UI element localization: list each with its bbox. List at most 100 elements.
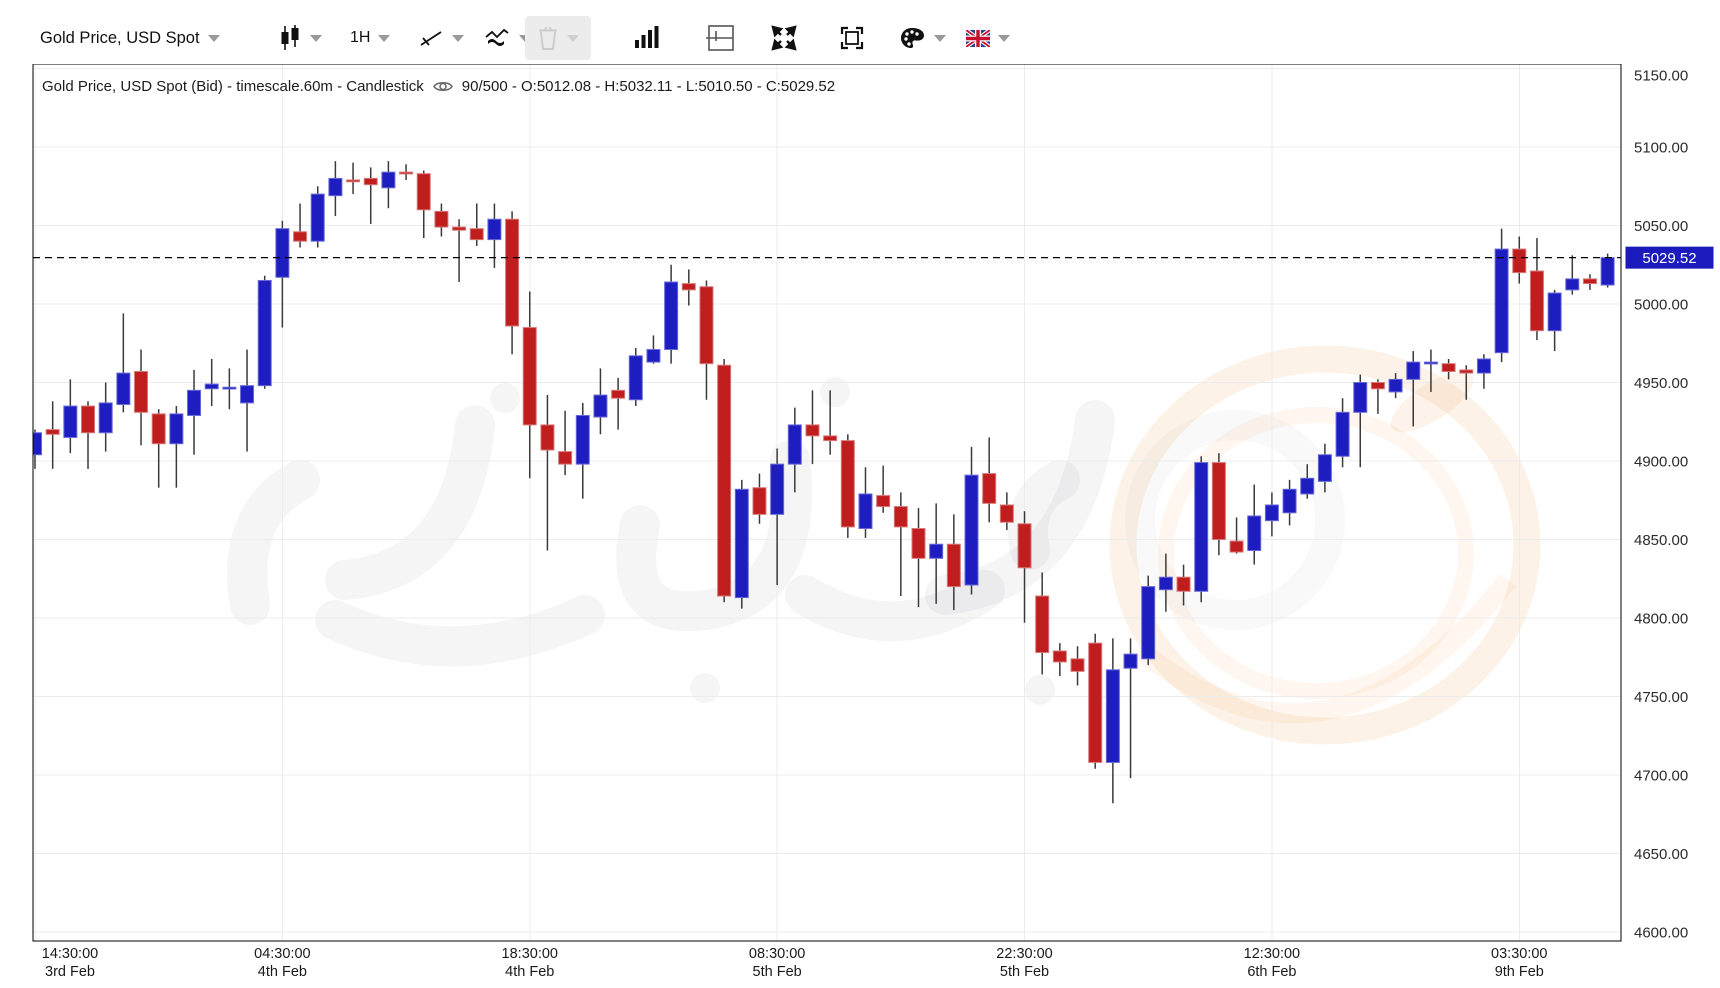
candle-up xyxy=(1494,248,1509,354)
legend-series-title: Gold Price, USD Spot (Bid) - timescale.6… xyxy=(42,77,424,95)
trash-icon xyxy=(539,26,557,50)
price-axis-label: 4600.00 xyxy=(1634,925,1688,942)
candle-up xyxy=(328,177,343,197)
candle-down xyxy=(1529,270,1544,332)
candle-down xyxy=(469,228,484,241)
legend: Gold Price, USD Spot (Bid) - timescale.6… xyxy=(42,76,835,96)
candle-down xyxy=(416,173,431,211)
price-axis-label: 4950.00 xyxy=(1634,375,1688,392)
candle-up xyxy=(257,279,272,387)
candle-down xyxy=(1229,540,1244,553)
indicators-button[interactable] xyxy=(483,12,531,64)
language-button[interactable] xyxy=(966,12,1010,64)
chevron-down-icon xyxy=(934,34,946,42)
chart-type-button[interactable] xyxy=(278,12,322,64)
chevron-down-icon xyxy=(207,34,220,42)
grid-settings-button[interactable] xyxy=(704,12,736,64)
candle-up xyxy=(1317,454,1332,482)
timeframe-label: 1H xyxy=(350,29,371,46)
theme-palette-button[interactable] xyxy=(900,12,946,64)
plot-border xyxy=(32,63,1622,942)
candle-up xyxy=(487,218,502,241)
candles xyxy=(33,161,1615,804)
candle-down xyxy=(1176,576,1191,592)
candle-down xyxy=(699,286,714,365)
time-axis-label: 18:30:00 4th Feb xyxy=(502,946,558,980)
candle-down xyxy=(946,543,961,588)
candle-up xyxy=(1123,653,1138,669)
candle-up xyxy=(1565,278,1580,291)
time-axis-label: 22:30:00 5th Feb xyxy=(996,946,1052,980)
chevron-down-icon xyxy=(310,34,322,42)
candle-down xyxy=(893,506,908,528)
delete-drawings-button[interactable] xyxy=(525,16,591,60)
candle-down xyxy=(1512,248,1527,274)
visibility-eye-icon[interactable] xyxy=(432,79,454,94)
time-axis-label: 08:30:00 5th Feb xyxy=(749,946,805,980)
candle-down xyxy=(293,231,308,242)
candle-down xyxy=(611,389,626,399)
candle-down xyxy=(134,371,149,413)
grid-settings-icon xyxy=(706,25,734,51)
candle-down xyxy=(999,504,1014,523)
candle-up xyxy=(169,413,184,445)
symbol-selector[interactable]: Gold Price, USD Spot xyxy=(40,12,220,64)
candle-down xyxy=(911,528,926,559)
candle-up xyxy=(1141,586,1156,660)
price-axis-label: 4700.00 xyxy=(1634,768,1688,785)
candle-up xyxy=(1600,257,1615,286)
watermark xyxy=(227,345,1541,745)
candle-up xyxy=(1300,477,1315,495)
candle-down xyxy=(805,424,820,437)
candle-down xyxy=(434,210,449,228)
candle-up xyxy=(204,383,219,390)
candle-down xyxy=(823,435,838,442)
price-axis-label: 5150.00 xyxy=(1634,68,1688,85)
candle-down xyxy=(752,487,767,515)
candle-down xyxy=(1211,462,1226,541)
candle-up xyxy=(628,355,643,401)
price-axis-label: 4850.00 xyxy=(1634,532,1688,549)
candle-up xyxy=(858,493,873,530)
candle-down xyxy=(452,226,467,231)
candle-up xyxy=(1388,378,1403,393)
fullscreen-button[interactable] xyxy=(770,12,798,64)
candle-up xyxy=(1406,361,1421,380)
candle-up xyxy=(1158,576,1173,591)
candle-up xyxy=(1194,462,1209,592)
timeframe-button[interactable]: 1H xyxy=(350,12,391,64)
svg-text:5029.52: 5029.52 xyxy=(1642,250,1696,267)
price-axis-label: 5050.00 xyxy=(1634,218,1688,235)
candle-up xyxy=(33,432,42,456)
candle-up xyxy=(1335,411,1350,457)
volume-bars-icon xyxy=(635,26,659,48)
chevron-down-icon xyxy=(567,34,579,42)
candle-down xyxy=(1088,642,1103,763)
time-axis-label: 04:30:00 4th Feb xyxy=(254,946,310,980)
candle-down xyxy=(1052,650,1067,663)
time-axis[interactable]: 14:30:00 3rd Feb 04:30:00 4th Feb 18:30:00 4t… xyxy=(42,946,1548,980)
chevron-down-icon xyxy=(998,34,1010,42)
price-axis-label: 4650.00 xyxy=(1634,846,1688,863)
candle-down xyxy=(45,429,60,435)
candle-down xyxy=(717,364,732,597)
candle-up xyxy=(1353,382,1368,413)
volume-button[interactable] xyxy=(632,12,660,64)
legend-ohlc-summary: 90/500 - O:5012.08 - H:5032.11 - L:5010.… xyxy=(461,77,836,95)
trendline-tool-button[interactable] xyxy=(418,12,464,64)
price-axis-label: 4750.00 xyxy=(1634,689,1688,706)
candle-up xyxy=(593,394,608,418)
candle-up xyxy=(222,386,237,390)
chevron-down-icon xyxy=(452,34,464,42)
snapshot-frame-button[interactable] xyxy=(838,12,866,64)
candle-up xyxy=(1282,488,1297,514)
candle-up xyxy=(1476,358,1491,374)
candle-up xyxy=(187,389,202,416)
candle-down xyxy=(1370,382,1385,390)
price-axis-label: 4900.00 xyxy=(1634,454,1688,471)
candle-down xyxy=(151,413,166,445)
candle-down xyxy=(1017,523,1032,569)
price-axis[interactable]: 5150.00 5100.00 5050.00 5000.00 4950.00 4900.… xyxy=(1634,68,1688,942)
